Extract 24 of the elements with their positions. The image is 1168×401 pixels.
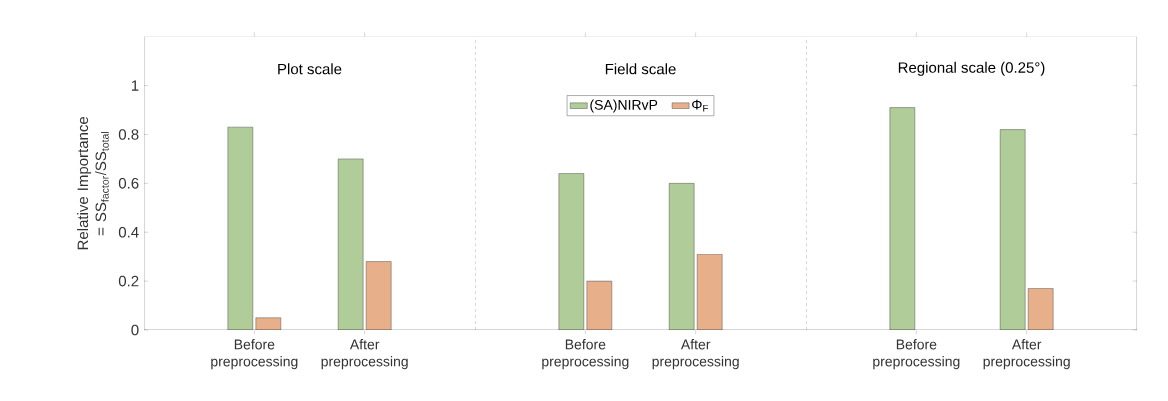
y-tick-label: 0.4 [118,226,139,238]
bar [668,183,695,330]
text: Field scale [605,63,676,75]
y-tick-label: 0 [131,324,139,336]
y-tick-label: 1 [131,80,139,91]
bar [586,281,612,330]
y-tick-label: 0.8 [118,129,139,140]
bar [365,261,392,330]
text: Regional scale (0.25°) [898,61,1045,76]
y-tick-label: 0.6 [118,178,139,189]
x-tick-label: After preprocessing [983,339,1070,370]
x-tick-label: Before preprocessing [873,339,960,370]
text: Plot scale [278,63,342,75]
x-tick-label: Before preprocessing [211,339,298,370]
legend-label: Φ$_{F}$ [692,99,709,112]
x-tick-label: Before preprocessing [542,339,629,370]
x-tick-label: After preprocessing [321,339,408,370]
x-tick-label: After preprocessing [652,339,739,370]
y-tick-label: 0.2 [118,275,139,287]
legend-label: (SA)NIRvP [590,99,658,113]
bar [696,254,723,330]
bar [558,173,584,330]
bar [337,158,364,330]
bar [227,127,253,330]
